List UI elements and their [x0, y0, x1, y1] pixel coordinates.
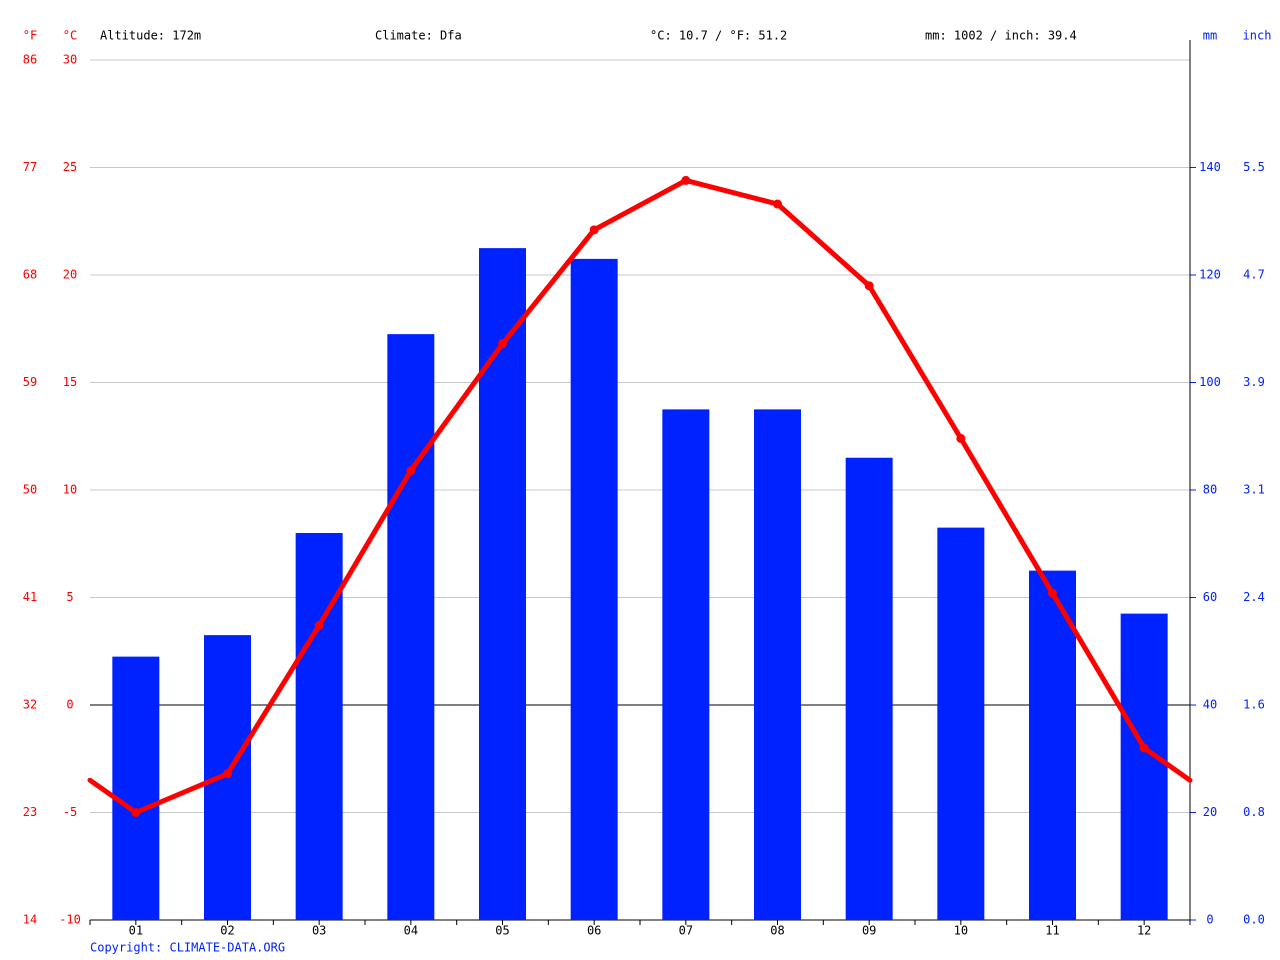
- altitude: Altitude: 172m: [100, 29, 201, 43]
- y3-tick-label: 86: [23, 53, 37, 67]
- y-tick-label: 20: [63, 268, 77, 282]
- temperature-point: [681, 175, 691, 185]
- bar: [387, 334, 435, 920]
- temperature-point: [864, 281, 874, 291]
- y4-tick-label: 2.4: [1243, 590, 1265, 604]
- x-tick-label: 10: [954, 924, 968, 938]
- temperature-point: [1139, 743, 1149, 753]
- line-wrap: [87, 777, 139, 815]
- y2-tick-label: 80: [1203, 483, 1217, 497]
- temperature-point: [131, 808, 141, 817]
- x-tick-label: 04: [404, 924, 418, 938]
- temperature-point: [498, 339, 507, 349]
- temperature-point: [589, 225, 599, 235]
- temperature-point: [406, 466, 416, 476]
- x-tick-label: 08: [770, 924, 784, 938]
- temperature-line: [134, 177, 1147, 815]
- x-tick-label: 05: [495, 924, 509, 938]
- line-wrap: [1141, 745, 1193, 783]
- y4-axis-label: inch: [1243, 29, 1272, 43]
- temperature-point: [223, 769, 232, 779]
- x-tick-label: 03: [312, 924, 326, 938]
- y4-tick-label: 1.6: [1243, 697, 1265, 711]
- bar: [937, 527, 985, 920]
- bar: [754, 409, 801, 920]
- bar: [295, 533, 343, 920]
- copyright: Copyright: CLIMATE-DATA.ORG: [90, 941, 285, 955]
- y3-tick-label: 41: [23, 590, 37, 604]
- y2-tick-label: 100: [1199, 375, 1221, 389]
- y3-tick-label: 32: [23, 698, 37, 712]
- y3-tick-label: 50: [23, 483, 37, 497]
- mean-temperature: °C: 10.7 / °F: 51.2: [650, 29, 787, 43]
- y-axis-label: °C: [63, 29, 77, 43]
- y2-tick-label: 60: [1203, 590, 1217, 604]
- x-tick-label: 11: [1045, 924, 1059, 938]
- temperature-point: [773, 199, 782, 209]
- y3-tick-label: 14: [23, 913, 37, 927]
- bar: [479, 248, 526, 920]
- y2-tick-label: 20: [1203, 805, 1217, 819]
- y4-tick-label: 3.1: [1243, 482, 1265, 496]
- bar: [662, 409, 710, 920]
- y-tick-label: 10: [63, 483, 77, 497]
- x-tick-label: 02: [220, 924, 234, 938]
- bar: [112, 656, 160, 920]
- y4-tick-label: 0.0: [1243, 913, 1265, 927]
- y2-tick-label: 40: [1203, 698, 1217, 712]
- y-tick-label: -5: [63, 805, 77, 819]
- y2-tick-label: 120: [1199, 268, 1221, 282]
- temperature-point: [314, 620, 324, 630]
- y-tick-label: 5: [66, 590, 73, 604]
- climate: Climate: Dfa: [375, 29, 462, 43]
- x-tick-label: 01: [129, 924, 143, 938]
- y3-tick-label: 77: [23, 160, 37, 174]
- x-tick-label: 12: [1137, 924, 1151, 938]
- y3-tick-label: 23: [23, 805, 37, 819]
- y-tick-label: 15: [63, 375, 77, 389]
- y2-tick-label: 0: [1206, 913, 1213, 927]
- x-tick-label: 07: [679, 924, 693, 938]
- y-tick-label: 0: [66, 698, 73, 712]
- y3-axis-label: °F: [23, 29, 37, 43]
- bar: [845, 457, 893, 920]
- y4-tick-label: 4.7: [1243, 268, 1265, 282]
- x-tick-label: 09: [862, 924, 876, 938]
- y3-tick-label: 68: [23, 268, 37, 282]
- y-tick-label: 25: [63, 160, 77, 174]
- temperature-point: [1048, 588, 1057, 598]
- bar: [1120, 613, 1168, 920]
- bar: [570, 258, 618, 920]
- y2-tick-label: 140: [1199, 160, 1221, 174]
- x-tick-label: 06: [587, 924, 601, 938]
- y2-axis-label: mm: [1203, 29, 1217, 43]
- y-tick-label: 30: [63, 53, 77, 67]
- annual-precipitation: mm: 1002 / inch: 39.4: [925, 29, 1077, 43]
- y-tick-label: -10: [59, 913, 81, 927]
- y4-tick-label: 3.9: [1243, 375, 1265, 389]
- bar: [1029, 570, 1076, 920]
- temperature-point: [956, 433, 966, 443]
- y3-tick-label: 59: [23, 375, 37, 389]
- y4-tick-label: 0.8: [1243, 805, 1265, 819]
- y4-tick-label: 5.5: [1243, 160, 1265, 174]
